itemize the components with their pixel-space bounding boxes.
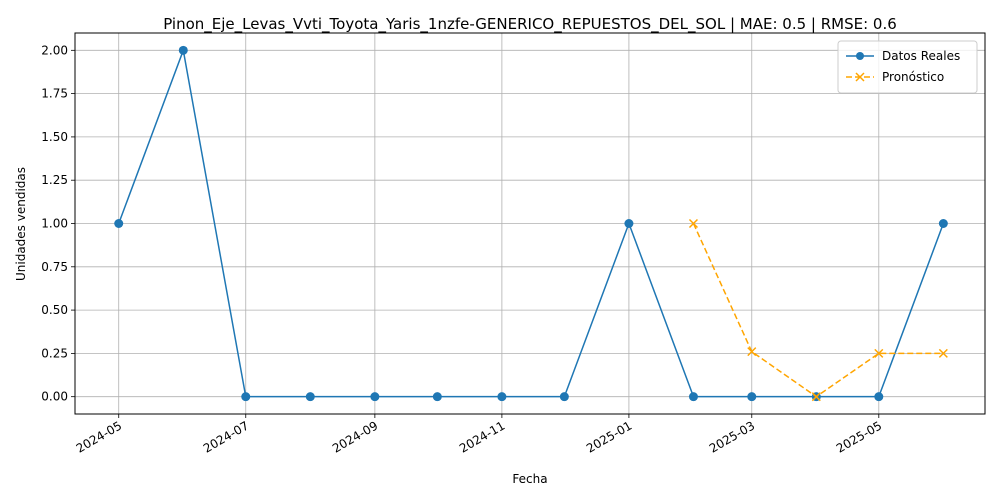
series-line	[118, 47, 945, 398]
y-axis-label: Unidades vendidas	[14, 167, 28, 281]
data-point	[747, 392, 757, 402]
data-point	[811, 392, 821, 402]
y-tick-label: 1.00	[41, 217, 68, 231]
data-point	[688, 392, 698, 402]
y-tick-label: 0.00	[41, 390, 68, 404]
chart-title: Pinon_Eje_Levas_Vvti_Toyota_Yaris_1nzfe-…	[163, 15, 897, 34]
x-tick-label: 2025-03	[707, 418, 757, 455]
y-tick-label: 1.50	[41, 130, 68, 144]
data-point	[241, 392, 251, 402]
legend-marker	[855, 72, 865, 82]
y-tick-label: 1.25	[41, 173, 68, 187]
y-tick-label: 2.00	[41, 43, 68, 57]
data-point	[432, 392, 442, 402]
x-tick-label: 2024-09	[330, 418, 380, 455]
data-point	[305, 392, 315, 402]
data-point	[938, 219, 948, 228]
legend-marker	[856, 52, 864, 60]
data-point	[938, 348, 948, 358]
grid-lines	[75, 33, 985, 414]
y-tick-label: 1.75	[41, 87, 68, 101]
y-axis-ticks: 0.00 0.25 0.50 0.75 1.00 1.25 1.50 1.75 2.00	[41, 43, 75, 404]
x-tick-label: 2024-07	[201, 418, 251, 455]
data-point	[874, 348, 884, 358]
y-tick-label: 0.75	[41, 260, 68, 274]
data-point	[370, 392, 380, 402]
x-axis-ticks: 2024-05 2024-07 2024-09 2024-11 2025-01 2025-…	[74, 414, 884, 456]
x-tick-label: 2024-11	[457, 418, 507, 455]
data-point	[114, 219, 124, 228]
data-point	[559, 392, 569, 402]
data-point	[178, 45, 188, 55]
x-tick-label: 2025-01	[584, 418, 634, 455]
data-point	[688, 218, 698, 229]
legend-box	[837, 40, 978, 94]
data-point	[874, 392, 884, 402]
x-tick-label: 2024-05	[74, 418, 124, 455]
x-axis-label: Fecha	[512, 472, 547, 486]
data-point	[497, 392, 507, 402]
series-forecast	[688, 218, 948, 402]
data-point	[624, 219, 634, 228]
series-actual	[114, 45, 948, 402]
y-tick-label: 0.25	[41, 346, 68, 360]
series-layer	[114, 45, 948, 402]
legend: Datos Reales Pronóstico	[837, 40, 978, 94]
legend-label: Pronóstico	[882, 70, 944, 84]
x-tick-label: 2025-05	[834, 418, 884, 455]
data-point	[747, 347, 757, 357]
legend-label: Datos Reales	[882, 49, 960, 63]
y-tick-label: 0.50	[41, 303, 68, 317]
